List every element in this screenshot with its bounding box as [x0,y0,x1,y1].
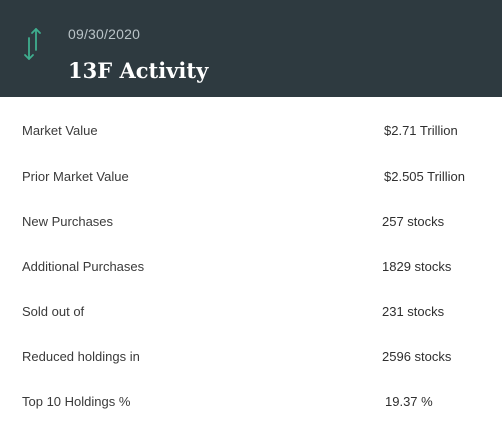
report-date: 09/30/2020 [68,26,141,42]
row-value: $2.71 Trillion [384,123,458,138]
row-value: 2596 stocks [382,349,452,364]
row-label: New Purchases [22,214,114,229]
row-label: Prior Market Value [22,169,129,184]
row-label: Additional Purchases [22,259,145,274]
row-additional-purchases: Additional Purchases 1829 stocks [0,253,502,283]
row-label: Market Value [22,123,98,138]
vertical-arrows-icon [24,28,41,60]
row-prior-market-value: Prior Market Value $2.505 Trillion [0,163,502,193]
row-value: 231 stocks [382,304,445,319]
card-title: 13F Activity [68,58,209,83]
row-market-value: Market Value $2.71 Trillion [0,117,502,147]
row-label: Reduced holdings in [22,349,140,364]
card-header: 09/30/2020 13F Activity [0,0,502,97]
row-value: $2.505 Trillion [384,169,465,184]
row-label: Top 10 Holdings % [22,394,131,409]
row-sold-out-of: Sold out of 231 stocks [0,298,502,328]
row-value: 257 stocks [382,214,445,229]
row-label: Sold out of [22,304,85,319]
row-reduced-holdings: Reduced holdings in 2596 stocks [0,343,502,373]
row-value: 19.37 % [385,394,433,409]
row-top-10-holdings: Top 10 Holdings % 19.37 % [0,388,502,418]
row-value: 1829 stocks [382,259,452,274]
row-new-purchases: New Purchases 257 stocks [0,208,502,238]
